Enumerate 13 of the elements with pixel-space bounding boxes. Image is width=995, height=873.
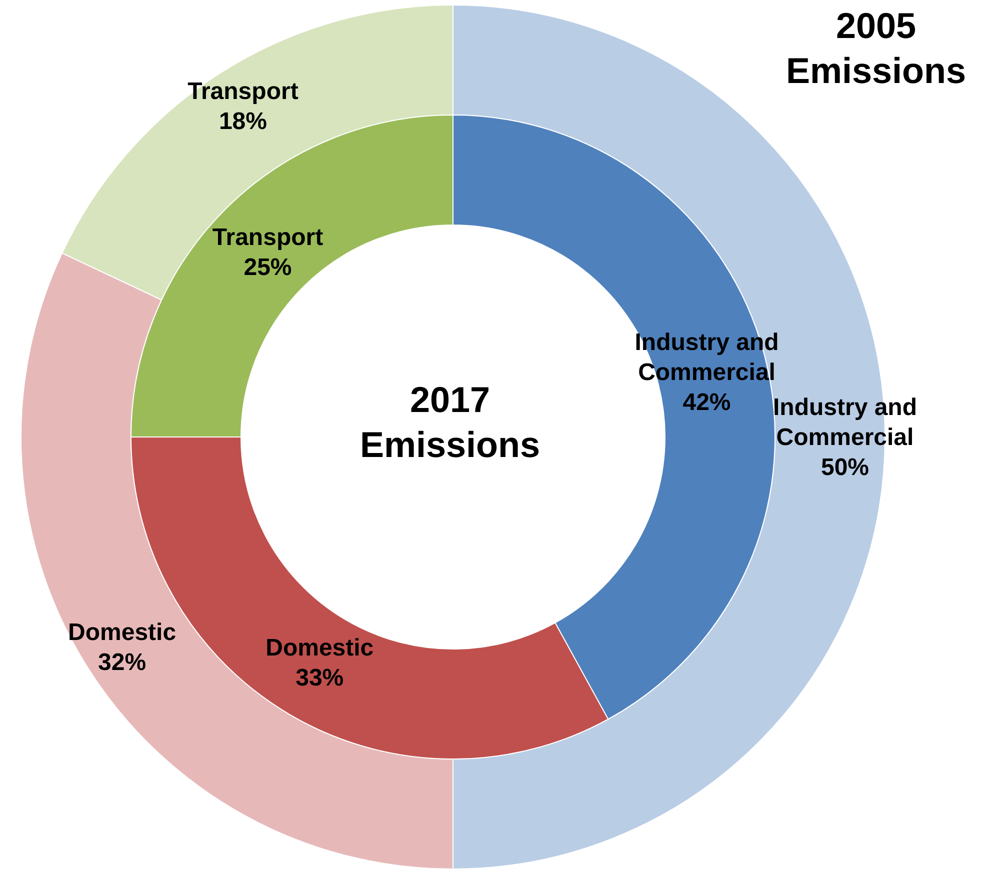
text: 2017 Emissions [360,379,540,465]
slice-label: Transport [188,78,298,106]
data-label: 42% [682,388,731,416]
slice-label: Industry and Commercial [772,394,918,451]
text: 2005 Emissions [786,5,966,91]
slice-label: Domestic [68,619,176,646]
data-label: 18% [218,108,267,136]
slice-label: Transport [212,224,324,251]
data-label: 32% [98,649,146,676]
slice-label: Domestic [266,634,374,662]
data-label: 33% [296,664,344,692]
data-label: 50% [820,454,870,481]
data-label: 25% [244,254,292,281]
